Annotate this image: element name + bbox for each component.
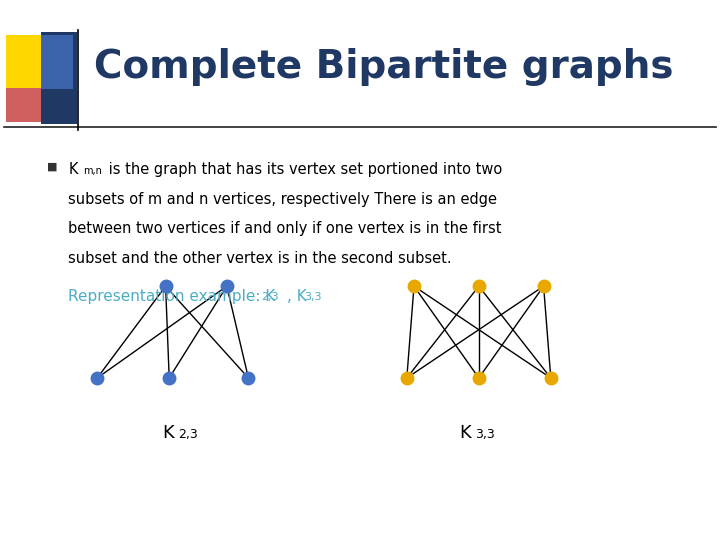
FancyBboxPatch shape — [41, 35, 73, 89]
Text: K: K — [459, 424, 471, 442]
Text: 3,3: 3,3 — [305, 292, 322, 302]
FancyBboxPatch shape — [6, 35, 43, 89]
Text: ■: ■ — [47, 162, 58, 172]
FancyBboxPatch shape — [6, 88, 43, 122]
Text: Representation example: K: Representation example: K — [68, 289, 276, 304]
FancyBboxPatch shape — [41, 32, 77, 124]
Text: Complete Bipartite graphs: Complete Bipartite graphs — [94, 49, 673, 86]
Text: 2,3: 2,3 — [261, 292, 279, 302]
Text: 2,3: 2,3 — [178, 428, 197, 441]
Text: K: K — [162, 424, 174, 442]
Text: between two vertices if and only if one vertex is in the first: between two vertices if and only if one … — [68, 221, 502, 237]
Text: 3,3: 3,3 — [475, 428, 495, 441]
Text: subset and the other vertex is in the second subset.: subset and the other vertex is in the se… — [68, 251, 452, 266]
Text: m,n: m,n — [83, 166, 102, 177]
Text: K: K — [68, 162, 78, 177]
Text: , K: , K — [287, 289, 306, 304]
Text: subsets of m and n vertices, respectively There is an edge: subsets of m and n vertices, respectivel… — [68, 192, 498, 207]
Text: is the graph that has its vertex set portioned into two: is the graph that has its vertex set por… — [104, 162, 503, 177]
